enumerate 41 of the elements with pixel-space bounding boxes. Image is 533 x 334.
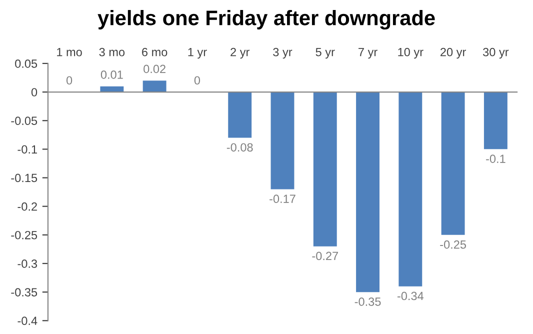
- y-tick-label: -0.05: [11, 116, 38, 126]
- chart-title: yields one Friday after downgrade: [98, 10, 435, 30]
- y-tick-label: -0.35: [11, 288, 38, 296]
- y-tick-label: -0.15: [11, 174, 38, 182]
- data-label: 0.02: [144, 64, 166, 74]
- data-label: -0.27: [312, 252, 338, 260]
- y-tick-label: -0.3: [18, 260, 38, 268]
- y-tick-label: 0: [31, 88, 38, 96]
- data-label: 0.01: [100, 70, 123, 79]
- data-label: -0.35: [354, 298, 381, 306]
- y-tick-label: -0.4: [18, 316, 38, 326]
- y-tick-label: 0.05: [15, 59, 38, 68]
- x-tick-label: 10 yr: [398, 48, 424, 59]
- y-tick-label: -0.1: [18, 145, 37, 154]
- x-tick-label: 6 mo: [142, 48, 168, 56]
- bar: [356, 92, 380, 292]
- data-label: 0: [194, 76, 200, 85]
- x-tick-label: 20 yr: [440, 48, 466, 59]
- x-tick-label: 7 yr: [358, 48, 378, 59]
- y-tick-label: -0.2: [18, 202, 37, 211]
- bar: [142, 80, 166, 92]
- x-tick-label: 3 yr: [273, 48, 292, 59]
- x-tick-label: 2 yr: [230, 48, 250, 59]
- data-label: -0.25: [440, 240, 466, 249]
- bar: [484, 92, 508, 150]
- data-label: 0: [66, 76, 72, 85]
- x-tick-label: 3 mo: [99, 48, 125, 56]
- bar: [441, 92, 465, 235]
- bar: [398, 92, 422, 286]
- data-label: -0.08: [226, 143, 253, 152]
- data-label: -0.17: [270, 194, 296, 204]
- x-tick-label: 30 yr: [483, 48, 509, 59]
- bar: [270, 92, 294, 190]
- x-tick-label: 5 yr: [316, 48, 335, 59]
- data-label: -0.34: [397, 292, 424, 300]
- x-tick-label: 1 yr: [188, 48, 207, 59]
- bar: [228, 92, 252, 138]
- bar: [313, 92, 337, 246]
- y-tick-label: -0.25: [11, 230, 38, 240]
- data-label: -0.1: [486, 154, 506, 163]
- x-tick-label: 1 mo: [57, 48, 82, 56]
